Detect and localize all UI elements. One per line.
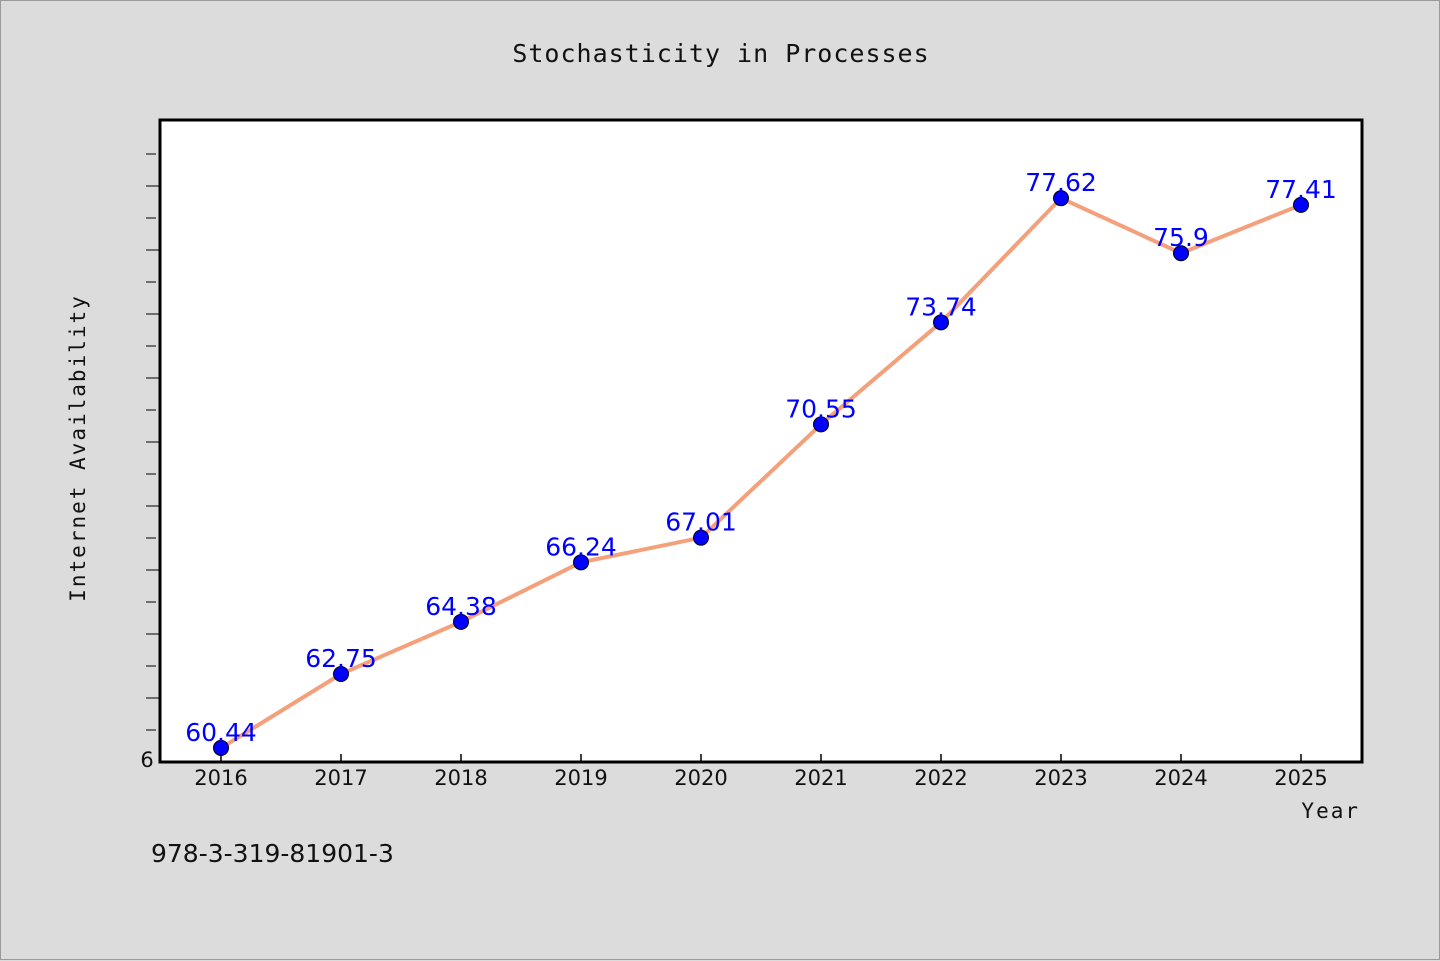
series-line-group (219, 196, 1302, 750)
x-tick-label: 2024 (1154, 766, 1207, 790)
x-tick-label: 2017 (314, 766, 367, 790)
plot-area (158, 118, 1364, 764)
data-label: 67.01 (665, 508, 737, 537)
data-point (1053, 190, 1069, 207)
data-point (333, 666, 349, 682)
data-label: 60.44 (185, 718, 257, 747)
data-label: 73.74 (905, 292, 977, 321)
chart-title: Stochasticity in Processes (512, 39, 929, 68)
data-markers (213, 190, 1309, 756)
data-label: 66.24 (545, 532, 617, 561)
x-tick-label: 2023 (1034, 766, 1087, 790)
y-axis-ticks (146, 153, 160, 731)
x-tick-label: 2022 (914, 766, 967, 790)
x-axis-ticks: 2016 2017 2018 2019 2020 2021 2022 2023 2024 2025 (194, 754, 1328, 790)
y-tick-label: 6 (140, 748, 153, 772)
data-point (453, 613, 469, 630)
x-axis-label: Year (1301, 799, 1360, 823)
x-tick-label: 2025 (1274, 766, 1327, 790)
data-point (1293, 196, 1309, 213)
data-point (1173, 245, 1189, 262)
data-labels: 60.44 62.75 64.38 66.24 67.01 70.55 73.74 77.62… (185, 168, 1337, 747)
data-point (933, 314, 949, 331)
series-line (219, 196, 1302, 750)
x-tick-label: 2021 (794, 766, 847, 790)
data-label: 75.9 (1153, 223, 1209, 252)
x-tick-label: 2018 (434, 766, 487, 790)
data-point (693, 529, 709, 546)
data-label: 70.55 (785, 394, 857, 423)
isbn-footer: 978-3-319-81901-3 (151, 839, 394, 868)
y-axis-label: Internet Availability (66, 294, 90, 602)
data-point (213, 739, 229, 756)
data-label: 62.75 (305, 644, 377, 673)
data-point (573, 554, 589, 571)
x-tick-label: 2016 (194, 766, 247, 790)
x-tick-label: 2020 (674, 766, 727, 790)
data-label: 77.62 (1025, 168, 1097, 197)
x-tick-label: 2019 (554, 766, 607, 790)
data-label: 64.38 (425, 592, 497, 621)
data-label: 77.41 (1265, 175, 1337, 204)
data-point (813, 416, 829, 433)
